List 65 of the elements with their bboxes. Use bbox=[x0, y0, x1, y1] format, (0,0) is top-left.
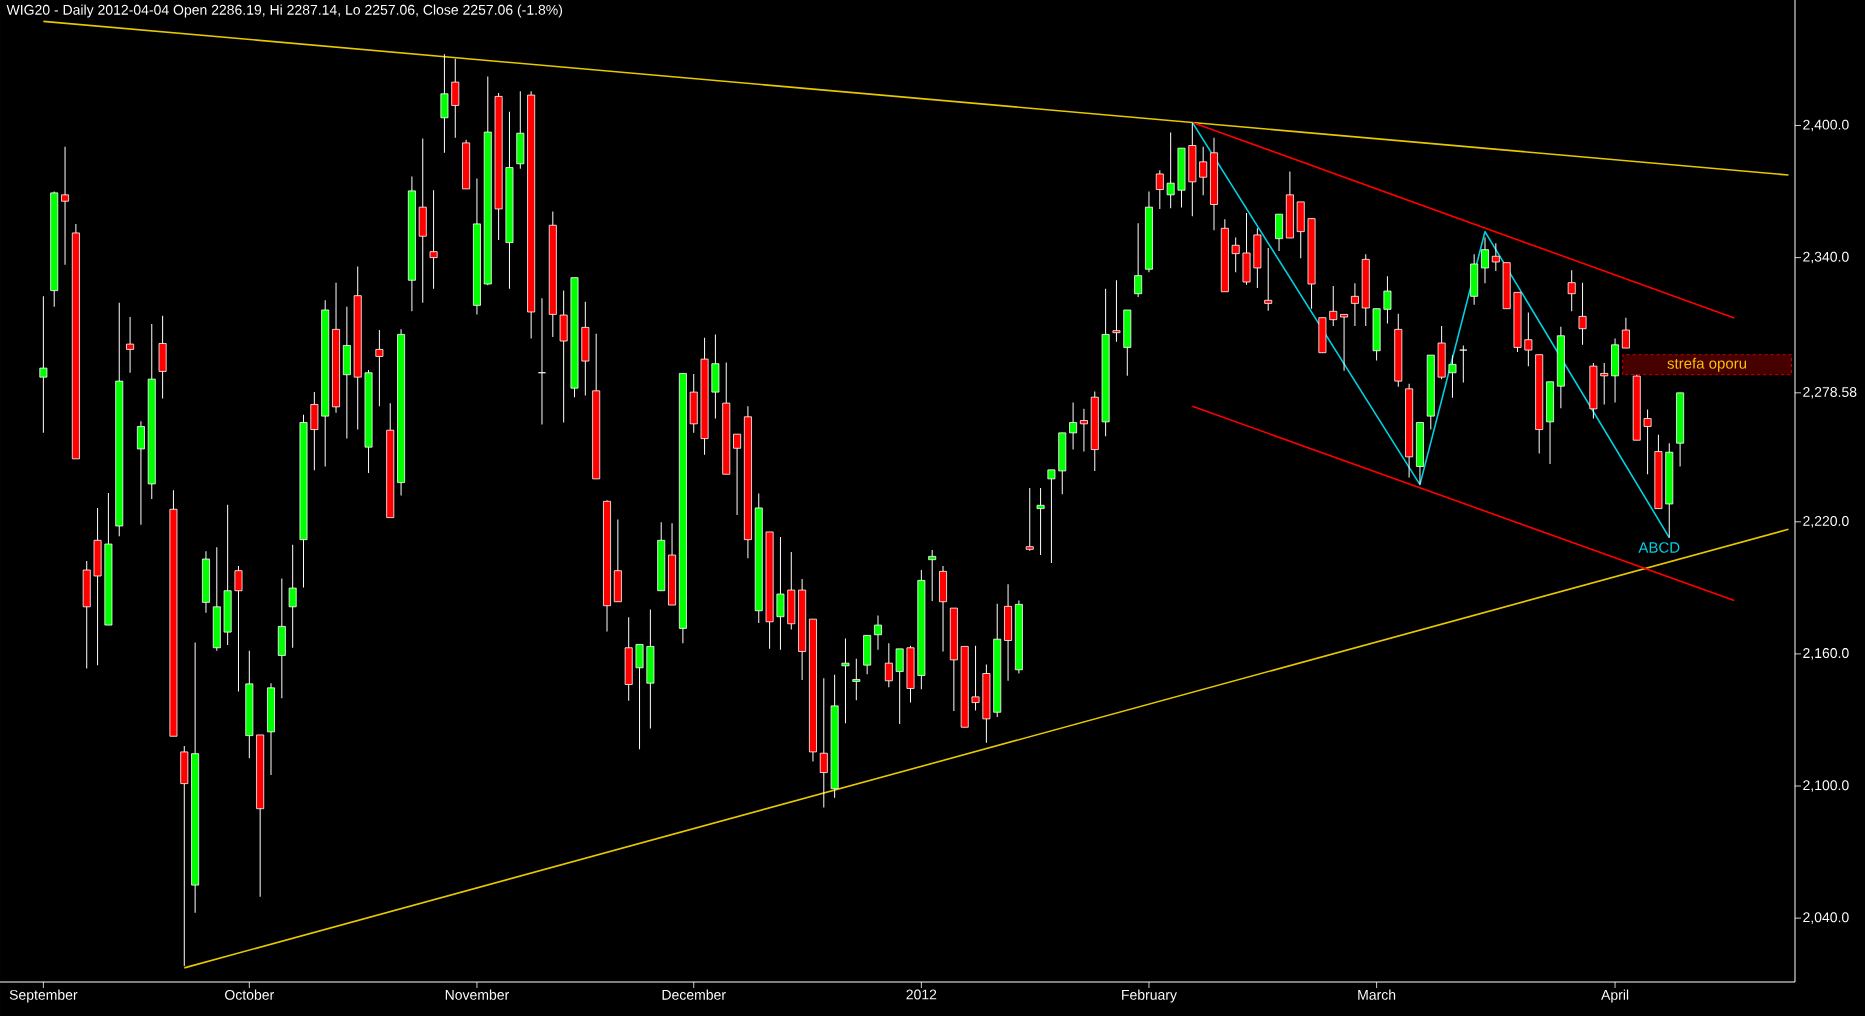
candlestick bbox=[1459, 344, 1468, 383]
candlestick bbox=[1025, 487, 1034, 552]
y-tick-label: 2,100.0 bbox=[1803, 780, 1849, 792]
candlestick bbox=[1643, 409, 1652, 475]
x-tick-label: 2012 bbox=[906, 989, 937, 1000]
candlestick bbox=[1155, 169, 1164, 210]
candlestick bbox=[375, 329, 384, 407]
candlestick bbox=[136, 420, 145, 526]
y-tick-label: 2,160.0 bbox=[1803, 648, 1849, 660]
y-tick-label: 2,400.0 bbox=[1803, 119, 1849, 132]
candlestick bbox=[429, 189, 438, 290]
candlestick bbox=[928, 549, 937, 602]
candlestick bbox=[1340, 313, 1349, 372]
candlestick bbox=[1621, 317, 1630, 349]
candlestick bbox=[451, 58, 460, 139]
band-label: strefa oporu bbox=[1667, 357, 1747, 372]
candlestick bbox=[1448, 354, 1457, 399]
candlestick bbox=[1524, 311, 1533, 367]
candlestick bbox=[1036, 487, 1045, 556]
x-tick-label: November bbox=[445, 989, 509, 1000]
candlestick bbox=[1600, 362, 1609, 405]
x-tick-label: December bbox=[662, 989, 726, 1000]
candlestick bbox=[776, 536, 785, 651]
candlestick bbox=[126, 316, 135, 374]
candlestick bbox=[1567, 269, 1576, 312]
candlestick bbox=[1350, 282, 1359, 327]
candlestick bbox=[1481, 237, 1489, 284]
candlestick bbox=[874, 614, 882, 651]
annotation: ABCD bbox=[1638, 542, 1680, 553]
candlestick bbox=[884, 642, 893, 688]
chart-title: WIG20 - Daily 2012-04-04 Open 2286.19, Hi 2287.14, Lo 2257.06, Close 2257.06 (-1.8%) bbox=[6, 4, 563, 18]
x-tick-label: February bbox=[1122, 989, 1177, 1003]
y-tick-label: 2,340.0 bbox=[1803, 251, 1849, 264]
candlestick bbox=[819, 677, 828, 808]
x-tick-label: April bbox=[1601, 989, 1629, 1003]
candlestick bbox=[733, 433, 742, 516]
candlestick bbox=[39, 295, 48, 434]
candlestick bbox=[1166, 132, 1175, 209]
candlestick bbox=[1047, 469, 1056, 564]
candlestick bbox=[1578, 282, 1587, 346]
candlestick bbox=[1491, 242, 1500, 272]
candlestick bbox=[971, 645, 980, 711]
candlestick bbox=[1199, 146, 1208, 196]
y-tick-label: 2,278.58 bbox=[1803, 387, 1857, 399]
candlestick bbox=[1264, 247, 1273, 312]
candlestick bbox=[288, 544, 297, 649]
x-tick-label: October bbox=[225, 989, 274, 1000]
x-tick-label: March bbox=[1358, 989, 1396, 1000]
candlestick bbox=[1329, 285, 1338, 327]
candlestick bbox=[1069, 401, 1078, 451]
candlestick bbox=[234, 565, 243, 693]
candlestick bbox=[1134, 222, 1143, 298]
candlestick bbox=[841, 638, 850, 724]
candlestick bbox=[440, 53, 449, 154]
candlestick bbox=[1231, 237, 1240, 273]
candlestick bbox=[1112, 279, 1121, 343]
candlestick bbox=[635, 643, 644, 750]
candlestick bbox=[895, 648, 904, 725]
candlestick bbox=[61, 146, 70, 266]
y-tick-label: 2,220.0 bbox=[1803, 516, 1849, 528]
candlestick bbox=[852, 658, 861, 701]
candlestick bbox=[1383, 275, 1392, 324]
y-tick-label: 2,040.0 bbox=[1803, 912, 1849, 924]
candlestick bbox=[1079, 408, 1088, 453]
x-tick-label: September bbox=[9, 989, 78, 1003]
